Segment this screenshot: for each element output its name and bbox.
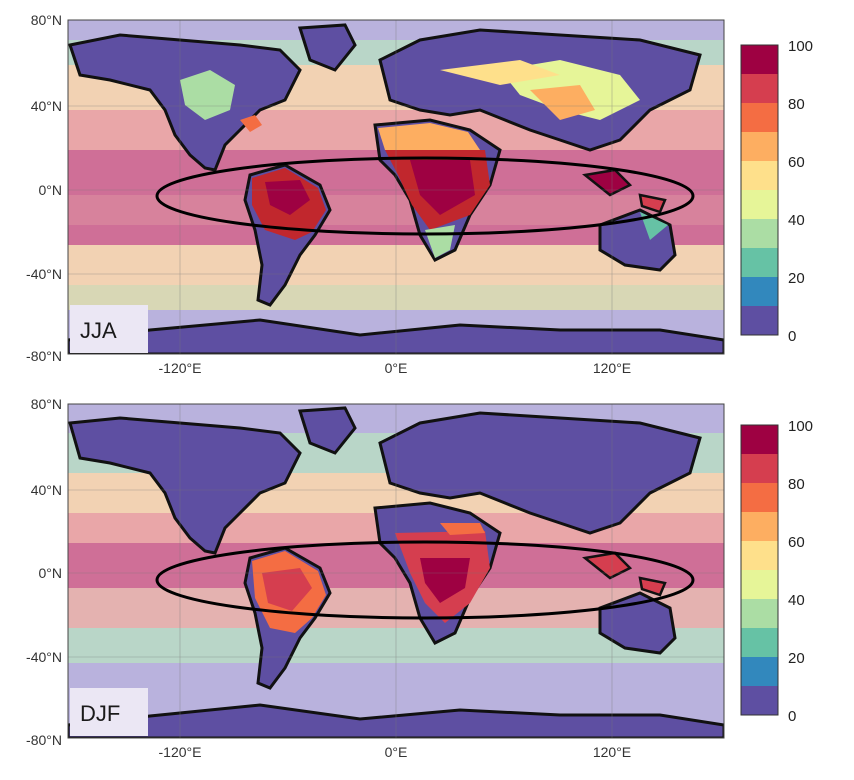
lat-tick-0n: 0°N (39, 565, 63, 581)
colorbar-tick-40: 40 (788, 592, 805, 609)
colorbar-tick-80: 80 (788, 476, 805, 493)
lat-tick-minus40n: -40°N (26, 649, 62, 665)
colorbar-tick-80: 80 (788, 96, 805, 113)
lat-tick-80n: 80°N (31, 396, 62, 412)
lon-tick-120e: 120°E (593, 360, 631, 376)
colorbar-tick-100: 100 (788, 38, 813, 55)
season-label: JJA (80, 318, 117, 343)
colorbar-tick-20: 20 (788, 270, 805, 287)
lat-tick-minus40n: -40°N (26, 266, 62, 282)
lat-tick-minus80n: -80°N (26, 348, 62, 364)
map-panel-jja: JJA 80°N 40°N 0°N -40°N -80°N -120°E 0°E… (26, 12, 813, 376)
lat-tick-minus80n: -80°N (26, 732, 62, 748)
lon-tick-0e: 0°E (385, 360, 408, 376)
colorbar-tick-0: 0 (788, 708, 796, 725)
itcz-ellipse (155, 540, 695, 620)
lon-tick-minus120e: -120°E (159, 744, 202, 760)
colorbar-tick-60: 60 (788, 154, 805, 171)
season-label-box (70, 305, 148, 353)
lon-tick-minus120e: -120°E (159, 360, 202, 376)
itcz-ellipse (155, 156, 695, 236)
lon-tick-120e: 120°E (593, 744, 631, 760)
colorbar-tick-20: 20 (788, 650, 805, 667)
colorbar-tick-0: 0 (788, 328, 796, 345)
lat-tick-80n: 80°N (31, 12, 62, 28)
map-panel-djf: DJF 80°N 40°N 0°N -40°N -80°N -120°E 0°E… (0, 383, 854, 780)
lat-tick-0n: 0°N (39, 182, 63, 198)
map-svg-djf: DJF 80°N 40°N 0°N -40°N -80°N -120°E 0°E… (26, 396, 813, 760)
colorbar-jja: 100 80 60 40 20 0 (740, 38, 813, 345)
map-svg-jja: JJA 80°N 40°N 0°N -40°N -80°N -120°E 0°E… (26, 12, 813, 376)
colorbar-djf: 100 80 60 40 20 0 (740, 418, 813, 725)
map-field-djf: DJF (68, 404, 724, 738)
map-frame (67, 403, 725, 739)
lat-tick-40n: 40°N (31, 482, 62, 498)
map-frame (67, 19, 725, 355)
colorbar-tick-100: 100 (788, 418, 813, 435)
lon-tick-0e: 0°E (385, 744, 408, 760)
colorbar-tick-40: 40 (788, 212, 805, 229)
lat-tick-40n: 40°N (31, 98, 62, 114)
season-label: DJF (80, 701, 120, 726)
colorbar-tick-60: 60 (788, 534, 805, 551)
season-label-box (70, 688, 148, 736)
map-field-jja: JJA (68, 20, 724, 354)
